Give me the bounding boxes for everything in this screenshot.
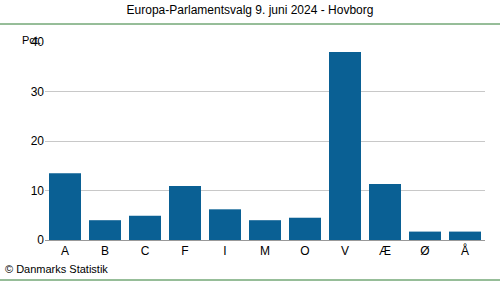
svg-text:20: 20 (31, 134, 45, 148)
svg-text:0: 0 (37, 233, 44, 247)
svg-text:Æ: Æ (379, 244, 391, 258)
svg-text:A: A (61, 244, 69, 258)
svg-text:C: C (141, 244, 150, 258)
svg-text:© Danmarks Statistik: © Danmarks Statistik (5, 263, 108, 275)
svg-text:F: F (181, 244, 188, 258)
svg-text:Europa-Parlamentsvalg 9. juni: Europa-Parlamentsvalg 9. juni 2024 - Hov… (127, 3, 374, 17)
svg-text:B: B (101, 244, 109, 258)
svg-text:O: O (300, 244, 309, 258)
svg-text:10: 10 (31, 184, 45, 198)
svg-text:Pct.: Pct. (22, 34, 41, 46)
svg-text:40: 40 (31, 35, 45, 49)
svg-text:30: 30 (31, 85, 45, 99)
svg-text:I: I (223, 244, 226, 258)
svg-text:M: M (260, 244, 270, 258)
svg-text:Ø: Ø (420, 244, 429, 258)
svg-text:Å: Å (461, 243, 469, 258)
svg-text:V: V (341, 244, 349, 258)
